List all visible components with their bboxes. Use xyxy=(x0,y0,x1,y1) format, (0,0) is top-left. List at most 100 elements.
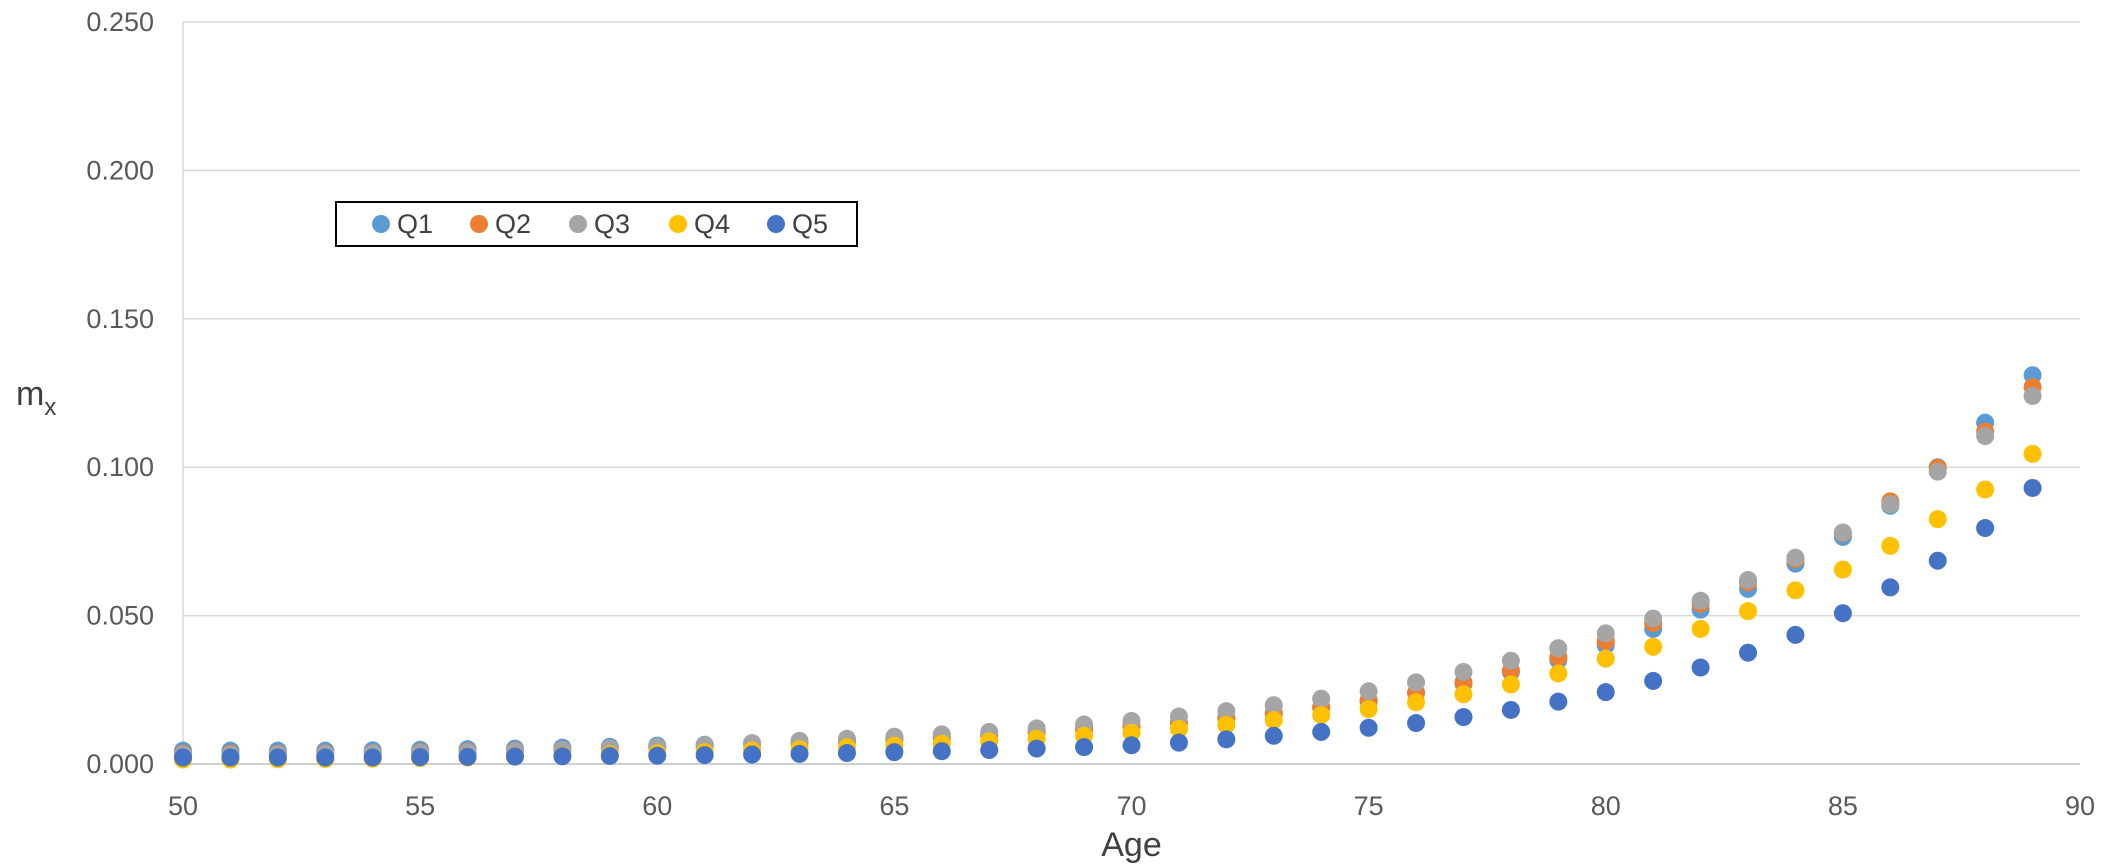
data-point xyxy=(885,743,904,762)
data-point xyxy=(1644,671,1663,690)
data-point xyxy=(1169,719,1188,738)
legend-marker-q4 xyxy=(669,215,687,233)
legend-marker-q3 xyxy=(569,215,587,233)
data-point xyxy=(1833,560,1852,579)
data-point xyxy=(174,748,192,767)
series-q1 xyxy=(174,366,2042,760)
data-point xyxy=(600,746,619,765)
data-point xyxy=(2023,444,2042,463)
data-point xyxy=(1501,651,1520,670)
data-point xyxy=(1976,427,1995,446)
series-q3 xyxy=(174,386,2042,764)
data-point xyxy=(1833,604,1852,623)
data-point xyxy=(1027,739,1046,758)
data-point xyxy=(1644,609,1663,628)
data-point xyxy=(1407,693,1426,712)
x-tick-label: 70 xyxy=(1116,791,1146,821)
data-point xyxy=(1739,570,1758,589)
x-tick-label: 85 xyxy=(1828,791,1858,821)
series-q4 xyxy=(174,444,2042,769)
y-axis-title-subscript: x xyxy=(44,394,56,421)
data-point xyxy=(1644,637,1663,656)
legend-label-q3: Q3 xyxy=(594,209,630,239)
data-point xyxy=(1691,619,1710,638)
data-point xyxy=(1075,738,1094,757)
data-point xyxy=(1122,736,1141,755)
data-point xyxy=(1739,643,1758,662)
data-point xyxy=(1359,718,1378,737)
y-tick-label: 0.200 xyxy=(86,155,154,185)
data-point xyxy=(1217,730,1236,749)
data-point xyxy=(1549,639,1568,658)
data-point xyxy=(1928,510,1947,529)
x-tick-label: 65 xyxy=(879,791,909,821)
data-point xyxy=(1786,625,1805,644)
data-point xyxy=(1786,581,1805,600)
data-point xyxy=(1549,664,1568,683)
legend-label-q2: Q2 xyxy=(495,209,531,239)
data-point xyxy=(648,746,667,765)
data-point xyxy=(1312,722,1331,741)
data-point xyxy=(1454,685,1473,704)
data-point xyxy=(932,742,951,761)
data-point xyxy=(1928,462,1947,481)
data-point xyxy=(1122,723,1141,742)
y-tick-label: 0.150 xyxy=(86,304,154,334)
x-tick-labels: 50 55 60 65 70 75 80 85 90 xyxy=(168,791,2095,821)
x-tick-label: 90 xyxy=(2065,791,2095,821)
data-point xyxy=(553,747,572,766)
x-axis-title: Age xyxy=(1101,826,1162,864)
data-point xyxy=(268,748,287,767)
data-point xyxy=(1549,692,1568,711)
data-point xyxy=(1881,578,1900,597)
data-point xyxy=(1833,523,1852,542)
data-point xyxy=(1928,551,1947,570)
data-points xyxy=(174,366,2042,769)
data-point xyxy=(837,744,856,763)
data-point xyxy=(458,747,477,766)
data-point xyxy=(1501,700,1520,719)
data-point xyxy=(1976,480,1995,499)
data-point xyxy=(1217,702,1236,721)
x-tick-label: 50 xyxy=(168,791,198,821)
data-point xyxy=(1264,726,1283,745)
data-point xyxy=(695,746,714,765)
data-point xyxy=(1264,696,1283,715)
gridlines xyxy=(183,21,2080,617)
data-point xyxy=(2023,386,2042,405)
data-point xyxy=(1359,700,1378,719)
data-point xyxy=(1596,683,1615,702)
y-tick-label: 0.250 xyxy=(86,7,154,37)
legend-marker-q1 xyxy=(372,215,390,233)
x-tick-label: 60 xyxy=(642,791,672,821)
data-point xyxy=(1169,707,1188,726)
data-point xyxy=(1454,662,1473,681)
legend-label-q5: Q5 xyxy=(792,209,828,239)
data-point xyxy=(1359,682,1378,701)
data-point xyxy=(1312,706,1331,725)
data-point xyxy=(790,744,809,763)
series-q5 xyxy=(174,478,2042,767)
data-point xyxy=(1596,649,1615,668)
y-tick-label: 0.000 xyxy=(86,749,154,779)
data-point xyxy=(1786,548,1805,567)
data-point xyxy=(1976,519,1995,538)
data-point xyxy=(1312,689,1331,708)
legend: Q1 Q2 Q3 Q4 Q5 xyxy=(335,201,858,247)
data-point xyxy=(1691,658,1710,677)
data-point xyxy=(743,745,762,764)
y-tick-label: 0.100 xyxy=(86,452,154,482)
x-tick-label: 75 xyxy=(1354,791,1384,821)
y-axis-title: mx xyxy=(16,375,56,421)
data-point xyxy=(1691,591,1710,610)
series-q2 xyxy=(174,378,2042,763)
data-point xyxy=(2023,478,2042,497)
legend-label-q4: Q4 xyxy=(694,209,730,239)
data-point xyxy=(411,748,430,767)
data-point xyxy=(316,748,335,767)
data-point xyxy=(1264,711,1283,730)
y-axis-title-main: m xyxy=(16,375,44,413)
data-point xyxy=(980,741,999,760)
data-point xyxy=(363,748,382,767)
